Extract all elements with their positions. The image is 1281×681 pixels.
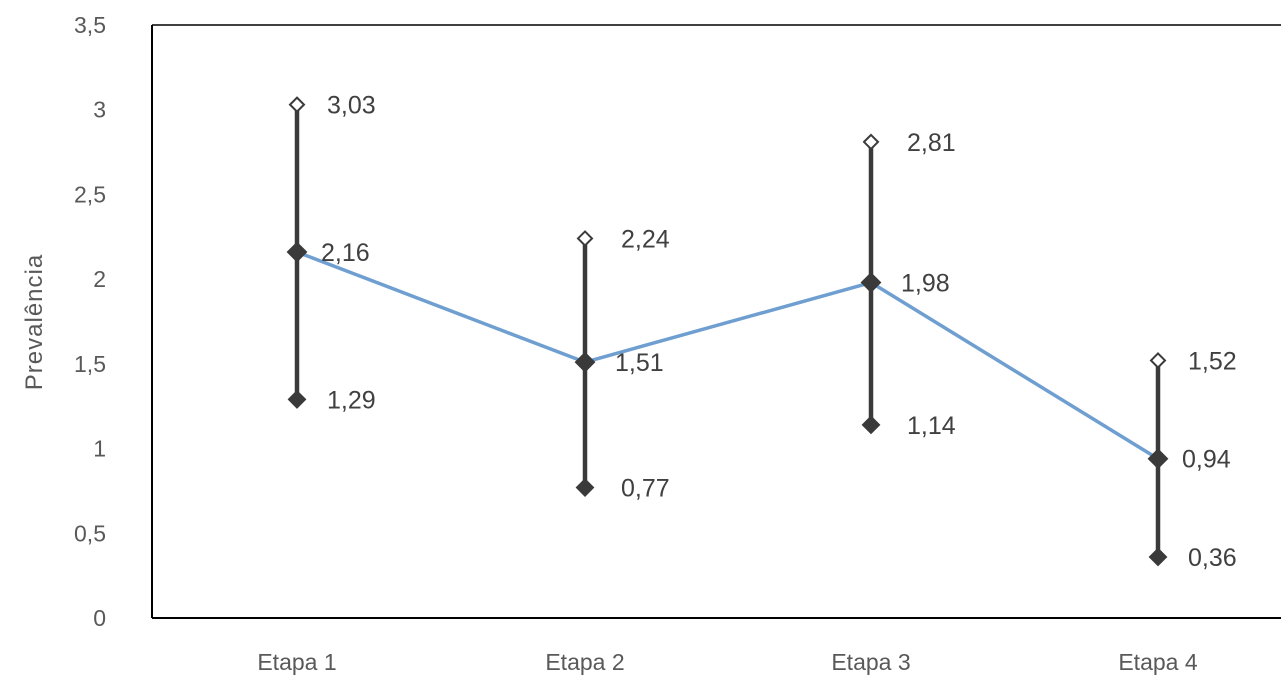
y-tick-label: 3: [93, 97, 106, 123]
lower-data-label: 1,29: [327, 386, 376, 414]
estimate-data-label: 1,98: [901, 270, 950, 298]
y-tick-label: 1,5: [74, 351, 106, 377]
error-bars: [294, 104, 1161, 558]
y-tick-label: 0: [93, 605, 106, 631]
mean-line: [296, 250, 1159, 461]
upper-marker: [862, 133, 880, 151]
estimate-series-line: [296, 250, 1159, 461]
lower-marker: [1148, 547, 1168, 567]
upper-marker: [1149, 352, 1167, 369]
y-tick-labels: 0 0,5 1 1,5 2 2,5 3 3,5: [74, 12, 106, 631]
markers: [286, 96, 1169, 567]
y-tick-label: 2,5: [74, 181, 106, 207]
x-category-labels: Etapa 1 Etapa 2 Etapa 3 Etapa 4: [257, 649, 1197, 675]
y-axis-title: Prevalência: [21, 254, 48, 390]
lower-marker: [861, 415, 881, 435]
lower-data-label: 0,36: [1188, 544, 1237, 572]
upper-marker: [576, 230, 594, 247]
y-tick-label: 0,5: [74, 520, 106, 546]
y-tick-label: 2: [93, 266, 106, 292]
estimate-marker: [860, 272, 882, 293]
upper-data-label: 2,81: [907, 129, 956, 157]
x-category-label: Etapa 1: [257, 649, 336, 675]
y-tick-label: 3,5: [74, 12, 106, 38]
upper-marker: [288, 96, 306, 114]
estimate-marker: [574, 351, 596, 373]
upper-data-label: 1,52: [1188, 347, 1237, 375]
axes: [151, 24, 1281, 619]
x-category-label: Etapa 4: [1118, 649, 1197, 675]
data-labels: 3,03 1,29 2,16 2,24 0,77 1,51 2,81 1,14 1,98 1,52…: [321, 92, 1237, 572]
lower-marker: [575, 478, 595, 497]
upper-data-label: 2,24: [621, 225, 670, 253]
estimate-marker: [286, 241, 308, 263]
y-tick-label: 1: [93, 436, 106, 462]
lower-marker: [287, 390, 307, 409]
lower-data-label: 0,77: [621, 475, 670, 503]
x-category-label: Etapa 2: [545, 649, 624, 675]
upper-data-label: 3,03: [327, 92, 376, 120]
estimate-data-label: 0,94: [1182, 446, 1231, 474]
lower-data-label: 1,14: [907, 412, 956, 440]
estimate-marker: [1147, 448, 1169, 470]
estimate-data-label: 2,16: [321, 239, 370, 267]
estimate-data-label: 1,51: [615, 349, 664, 377]
x-category-label: Etapa 3: [831, 649, 910, 675]
